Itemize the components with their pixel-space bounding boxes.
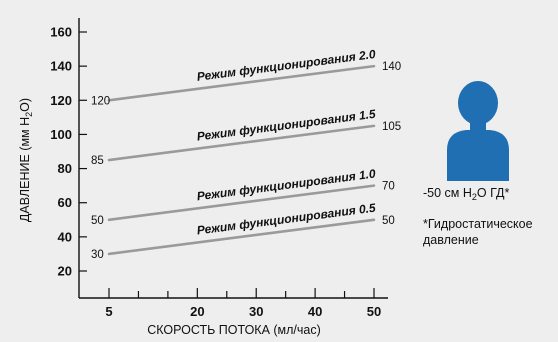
series-line-0 [107, 64, 376, 102]
series-end-label-2: 70 [382, 181, 395, 193]
series-start-label-2: 50 [91, 215, 104, 227]
series-start-label-3: 30 [91, 249, 104, 261]
y-tick-label-120: 120 [50, 93, 72, 108]
person-silhouette-icon [447, 81, 509, 181]
series-end-label-1: 105 [382, 121, 401, 133]
x-axis-title: СКОРОСТЬ ПОТОКА (мл/час) [147, 323, 321, 337]
y-tick-label-160: 160 [50, 25, 72, 40]
series-start-label-1: 85 [91, 155, 104, 167]
series-end-label-3: 50 [382, 215, 395, 227]
y-tick-label-20: 20 [58, 264, 72, 279]
series-start-label-0: 120 [91, 95, 110, 107]
series-end-label-0: 140 [382, 61, 401, 73]
series-line-1 [107, 124, 376, 162]
y-tick-label-60: 60 [58, 195, 72, 210]
series-line-3 [107, 218, 376, 256]
y-tick-label-40: 40 [58, 229, 72, 244]
series-line-2 [107, 184, 376, 222]
footnote-line-1: *Гидростатическое [423, 217, 533, 231]
y-tick-label-100: 100 [50, 127, 72, 142]
y-tick-label-140: 140 [50, 59, 72, 74]
x-tick-label-20: 20 [190, 304, 204, 319]
x-tick-label-30: 30 [249, 304, 263, 319]
hydrostatic-pressure-value: -50 см H2O ГД* [423, 186, 510, 202]
y-tick-label-80: 80 [58, 161, 72, 176]
x-tick-label-5: 5 [105, 304, 112, 319]
x-tick-label-40: 40 [308, 304, 322, 319]
y-axis-title: ДАВЛЕНИЕ (мм H2O) [18, 98, 34, 222]
footnote-line-2: давление [423, 233, 479, 247]
x-tick-label-50: 50 [367, 304, 381, 319]
